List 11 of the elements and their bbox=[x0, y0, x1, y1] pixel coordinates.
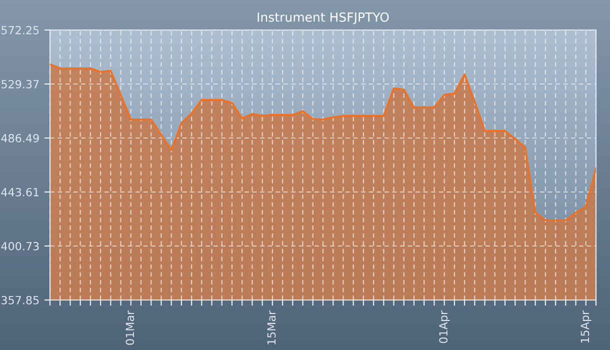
y-tick-label: 357.85 bbox=[2, 296, 39, 304]
chart-title: Instrument HSFJPTYO bbox=[258, 12, 389, 24]
y-tick-label: 443.61 bbox=[1, 188, 39, 196]
x-tick-label: 15Apr bbox=[580, 310, 592, 343]
x-tick-label: 01Apr bbox=[439, 310, 450, 344]
y-tick-label: 486.49 bbox=[1, 134, 39, 142]
x-tick-label: 15Mar bbox=[267, 310, 276, 344]
x-tick-label: 01Mar bbox=[126, 310, 134, 345]
y-tick-label: 400.73 bbox=[1, 242, 39, 250]
y-tick-label: 572.25 bbox=[2, 26, 39, 34]
y-tick-label: 529.37 bbox=[2, 80, 39, 88]
